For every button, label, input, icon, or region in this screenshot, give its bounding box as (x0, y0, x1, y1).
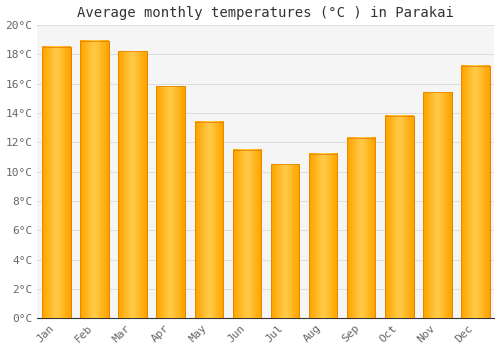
Bar (423, 92, 452, 318)
Bar (232, 149, 261, 318)
Bar (423, 92, 452, 318)
Bar (385, 116, 414, 318)
Bar (194, 122, 223, 318)
Bar (461, 66, 490, 318)
Bar (80, 41, 109, 318)
Bar (309, 154, 338, 318)
Bar (156, 86, 185, 318)
Bar (118, 51, 147, 318)
Title: Average monthly temperatures (°C ) in Parakai: Average monthly temperatures (°C ) in Pa… (78, 6, 454, 20)
Bar (42, 47, 70, 318)
Bar (232, 149, 261, 318)
Bar (270, 164, 300, 318)
Bar (347, 138, 376, 318)
Bar (461, 66, 490, 318)
Bar (118, 51, 147, 318)
Bar (42, 47, 70, 318)
Bar (270, 164, 300, 318)
Bar (80, 41, 109, 318)
Bar (194, 122, 223, 318)
Bar (347, 138, 376, 318)
Bar (156, 86, 185, 318)
Bar (385, 116, 414, 318)
Bar (309, 154, 338, 318)
